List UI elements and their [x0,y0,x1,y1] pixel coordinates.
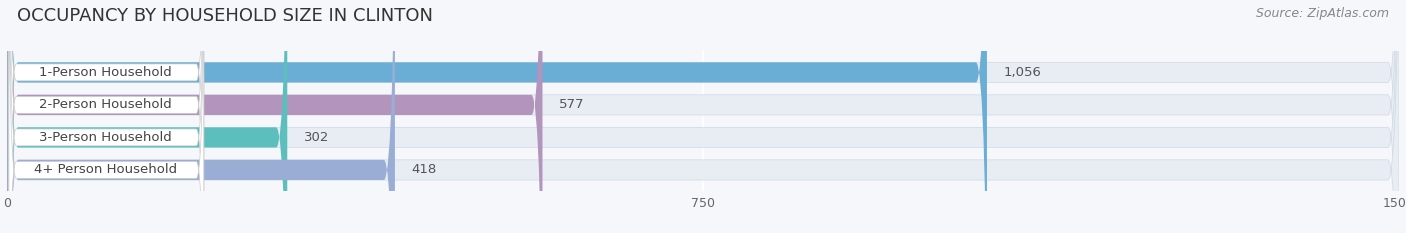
Text: 418: 418 [412,163,437,176]
FancyBboxPatch shape [8,0,204,233]
Text: 3-Person Household: 3-Person Household [39,131,172,144]
Text: 1,056: 1,056 [1004,66,1042,79]
FancyBboxPatch shape [7,0,987,233]
Text: 2-Person Household: 2-Person Household [39,98,172,111]
FancyBboxPatch shape [7,0,543,233]
Text: OCCUPANCY BY HOUSEHOLD SIZE IN CLINTON: OCCUPANCY BY HOUSEHOLD SIZE IN CLINTON [17,7,433,25]
FancyBboxPatch shape [7,0,1399,233]
Text: 577: 577 [560,98,585,111]
FancyBboxPatch shape [8,0,204,233]
Text: 1-Person Household: 1-Person Household [39,66,172,79]
FancyBboxPatch shape [8,0,204,233]
Text: 302: 302 [304,131,329,144]
FancyBboxPatch shape [7,0,287,233]
Text: Source: ZipAtlas.com: Source: ZipAtlas.com [1256,7,1389,20]
Text: 4+ Person Household: 4+ Person Household [34,163,177,176]
FancyBboxPatch shape [7,0,1399,233]
FancyBboxPatch shape [7,0,1399,233]
FancyBboxPatch shape [7,0,1399,233]
FancyBboxPatch shape [8,0,204,233]
FancyBboxPatch shape [7,0,395,233]
